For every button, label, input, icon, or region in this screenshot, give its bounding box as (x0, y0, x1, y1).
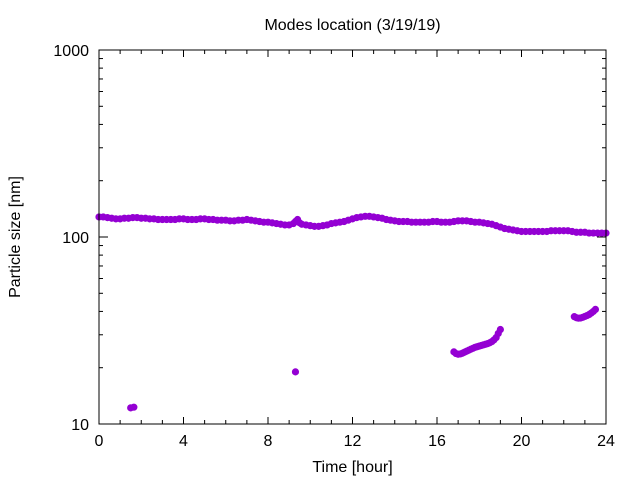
x-tick-label: 20 (513, 433, 531, 450)
y-tick-label: 1000 (53, 43, 89, 60)
data-point (591, 305, 600, 314)
data-point (496, 325, 504, 334)
plot-frame (98, 49, 607, 425)
chart-title: Modes location (3/19/19) (264, 17, 440, 34)
y-axis-title: Particle size [nm] (7, 176, 24, 298)
x-tick-label: 16 (428, 433, 446, 450)
y-tick-label: 100 (62, 230, 89, 247)
x-tick-label: 4 (179, 433, 188, 450)
x-tick-label: 24 (597, 433, 615, 450)
x-axis-title: Time [hour] (312, 459, 392, 476)
data-point (130, 403, 138, 411)
points-layer (95, 212, 610, 412)
ticks-layer: 0 4 8 12 16 20 24 10 100 1000 (53, 43, 615, 450)
y-tick-label: 10 (71, 417, 89, 434)
x-tick-label: 8 (264, 433, 273, 450)
x-tick-label: 12 (344, 433, 362, 450)
x-tick-label: 0 (95, 433, 104, 450)
data-point (291, 368, 300, 376)
